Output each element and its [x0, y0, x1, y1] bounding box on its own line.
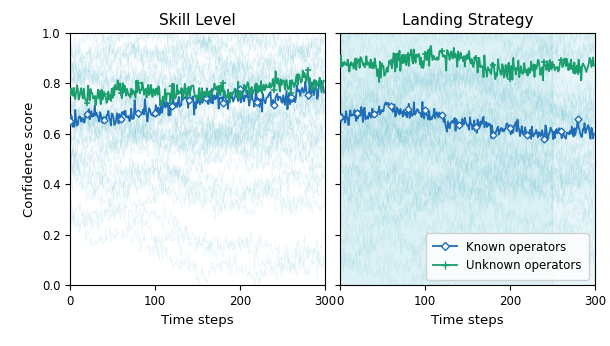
X-axis label: Time steps: Time steps — [161, 314, 234, 327]
Title: Skill Level: Skill Level — [159, 12, 236, 28]
Title: Landing Strategy: Landing Strategy — [401, 12, 533, 28]
Y-axis label: Confidence score: Confidence score — [23, 101, 36, 217]
Bar — [552, 33, 595, 285]
X-axis label: Time steps: Time steps — [431, 314, 504, 327]
Legend: Known operators, Unknown operators: Known operators, Unknown operators — [426, 234, 589, 280]
Bar — [340, 33, 552, 285]
